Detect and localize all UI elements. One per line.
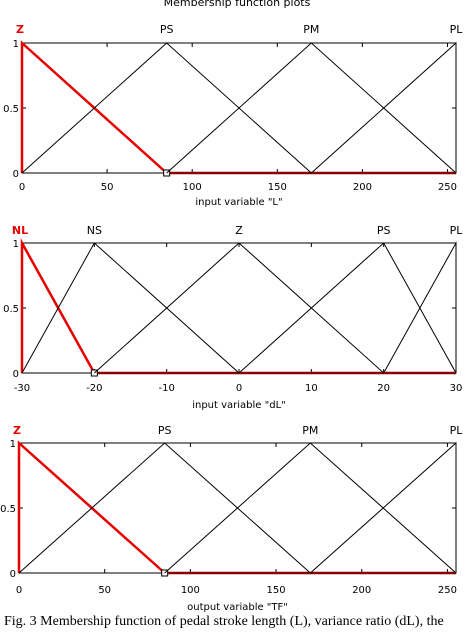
mf-ps-line — [238, 242, 457, 374]
mf-pm-line — [166, 42, 457, 174]
mf-pm-label: PM — [303, 23, 319, 36]
chart-panel-dL: -30 -20 -10 0 10 20 30 0 0.5 1 NL NS Z PS PL input vari… — [0, 212, 474, 412]
mf-pl-label: PL — [450, 424, 464, 437]
mf-ps-label: PS — [158, 424, 172, 437]
mf-nl-label: NL — [12, 224, 28, 237]
x-tick-label: 200 — [352, 585, 371, 596]
mf-ps-line — [21, 42, 312, 174]
x-tick-label: 150 — [267, 585, 286, 596]
mf-pl-line — [383, 241, 457, 374]
y-tick-label: 0.5 — [3, 104, 19, 115]
y-tick-label: 0 — [13, 169, 19, 180]
mf-pl-label: PL — [450, 224, 464, 237]
x-tick-label: 0 — [236, 383, 242, 394]
mf-ns-line — [21, 242, 240, 374]
y-tick-label: 0.5 — [3, 304, 19, 315]
mf-z-label: Z — [13, 424, 21, 437]
chart-TF: 0 50 100 150 200 250 0 0.5 1 Z PS PM PL output variab… — [0, 424, 464, 613]
x-tick-label: 50 — [98, 585, 111, 596]
mf-pm-line — [164, 442, 457, 574]
x-tick-label: -30 — [14, 383, 30, 394]
x-tick-label: 150 — [268, 182, 287, 193]
x-tick-label: 30 — [450, 383, 463, 394]
mf-z-line — [20, 40, 168, 174]
x-tick-label: 10 — [305, 383, 318, 394]
chart-dL: -30 -20 -10 0 10 20 30 0 0.5 1 NL NS Z PS PL input vari… — [3, 224, 464, 411]
x-tick-label: 20 — [377, 383, 390, 394]
x-axis-label: input variable "L" — [195, 197, 282, 208]
mf-pl-line — [310, 441, 457, 574]
x-tick-label: 100 — [183, 182, 202, 193]
mf-pl-line — [310, 41, 457, 174]
x-tick-label: 200 — [353, 182, 372, 193]
x-tick-label: 250 — [438, 182, 457, 193]
mf-z-line — [17, 440, 166, 574]
mf-ns-label: NS — [87, 224, 102, 237]
y-tick-label: 0 — [13, 369, 19, 380]
x-tick-label: 100 — [181, 585, 200, 596]
y-tick-label: 0.5 — [0, 504, 16, 515]
plot-window-title: Membership function plots — [163, 0, 311, 9]
chart-panel-TF: 0 50 100 150 200 250 0 0.5 1 Z PS PM PL output variab… — [0, 414, 474, 614]
mf-nl-line — [20, 238, 96, 374]
x-tick-label: 250 — [438, 585, 457, 596]
mf-pm-label: PM — [302, 424, 318, 437]
mf-ps-label: PS — [377, 224, 391, 237]
mf-z-label: Z — [235, 224, 243, 237]
x-tick-label: -10 — [158, 383, 174, 394]
mf-z-label: Z — [16, 23, 24, 36]
x-tick-label: 50 — [101, 182, 114, 193]
mf-z-line — [93, 242, 385, 374]
mf-ps-label: PS — [160, 23, 174, 36]
y-tick-label: 0 — [10, 569, 16, 580]
chart-L: 0 50 100 150 200 250 0 0.5 1 Z PS PM PL input variabl… — [3, 23, 464, 208]
y-tick-label: 1 — [10, 439, 16, 450]
x-tick-label: 0 — [16, 585, 22, 596]
x-axis-label: input variable "dL" — [192, 400, 286, 411]
axes-frame — [21, 242, 457, 374]
mf-pl-label: PL — [450, 23, 464, 36]
x-axis-label: output variable "TF" — [187, 602, 288, 613]
mf-ps-line — [18, 442, 311, 574]
y-tick-label: 1 — [13, 39, 19, 50]
x-tick-label: 0 — [19, 182, 25, 193]
figure-caption: Fig. 3 Membership function of pedal stro… — [4, 614, 444, 629]
y-tick-label: 1 — [13, 239, 19, 250]
x-tick-label: -20 — [86, 383, 102, 394]
chart-panel-L: 0 50 100 150 200 250 0 0.5 1 Z PS PM PL input variabl… — [0, 0, 474, 210]
